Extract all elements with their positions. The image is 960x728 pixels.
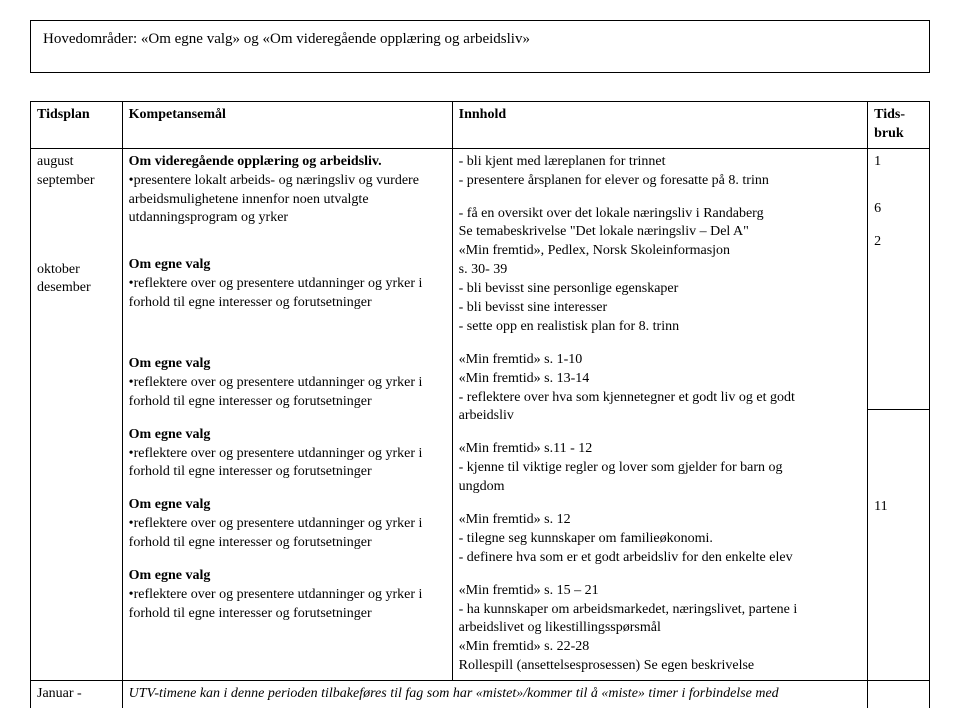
innhold-line: s. 30- 39 [459, 261, 861, 280]
cell-tidsplan: august september oktober desember [31, 148, 123, 680]
cell-tidsbruk-b: 11 [868, 409, 930, 680]
innhold-line: «Min fremtid» s. 1-10 [459, 351, 861, 370]
th-tidsbruk: Tids-bruk [868, 102, 930, 149]
table-header-row: Tidsplan Kompetansemål Innhold Tids-bruk [31, 102, 930, 149]
komp-heading-6: Om egne valg [129, 567, 446, 586]
innhold-line: arbeidsliv [459, 407, 861, 426]
innhold-line: - reflektere over hva som kjennetegner e… [459, 389, 861, 408]
header-box: Hovedområder: «Om egne valg» og «Om vide… [30, 20, 930, 73]
cell-tidsbruk-last [868, 681, 930, 708]
cell-lastspan: UTV-timene kan i denne perioden tilbakef… [122, 681, 867, 708]
komp-bullet-4: •reflektere over og presentere utdanning… [129, 445, 446, 483]
innhold-line: - kjenne til viktige regler og lover som… [459, 459, 861, 478]
th-tidsplan: Tidsplan [31, 102, 123, 149]
innhold-line: «Min fremtid» s. 15 – 21 [459, 582, 861, 601]
last-text: UTV-timene kan i denne perioden tilbakef… [129, 686, 779, 701]
innhold-line: - ha kunnskaper om arbeidsmarkedet, næri… [459, 601, 861, 620]
komp-bullet-6: •reflektere over og presentere utdanning… [129, 586, 446, 624]
tidsbruk-val: 11 [874, 498, 923, 517]
innhold-line: - presentere årsplanen for elever og for… [459, 172, 861, 191]
innhold-line: - bli kjent med læreplanen for trinnet [459, 153, 861, 172]
tidsbruk-val: 2 [874, 233, 923, 252]
innhold-line: «Min fremtid» s.11 - 12 [459, 440, 861, 459]
innhold-line: - bli bevisst sine interesser [459, 299, 861, 318]
cell-innhold: - bli kjent med læreplanen for trinnet -… [452, 148, 867, 680]
tidsbruk-val: 1 [874, 153, 923, 172]
komp-heading-4: Om egne valg [129, 426, 446, 445]
th-innhold: Innhold [452, 102, 867, 149]
innhold-line: - tilegne seg kunnskaper om familieøkono… [459, 530, 861, 549]
komp-heading-1: Om videregående opplæring og arbeidsliv. [129, 153, 446, 172]
tidsbruk-val: 6 [874, 200, 923, 219]
innhold-line: Se temabeskrivelse "Det lokale næringsli… [459, 223, 861, 242]
innhold-line: - definere hva som er et godt arbeidsliv… [459, 549, 861, 568]
komp-heading-5: Om egne valg [129, 496, 446, 515]
cell-tidsbruk: 1 6 2 [868, 148, 930, 409]
komp-bullet-3: •reflektere over og presentere utdanning… [129, 374, 446, 412]
tidsplan-text-1: august september [37, 154, 95, 188]
komp-bullet-1: •presentere lokalt arbeids- og næringsli… [129, 172, 446, 229]
innhold-line: «Min fremtid» s. 12 [459, 511, 861, 530]
header-title: Hovedområder: «Om egne valg» og «Om vide… [43, 31, 917, 48]
innhold-line: - få en oversikt over det lokale nærings… [459, 205, 861, 224]
cell-komp: Om videregående opplæring og arbeidsliv.… [122, 148, 452, 680]
table-row-last: Januar - UTV-timene kan i denne perioden… [31, 681, 930, 708]
komp-heading-3: Om egne valg [129, 355, 446, 374]
innhold-line: Rollespill (ansettelsesprosessen) Se ege… [459, 657, 861, 676]
innhold-line: arbeidslivet og likestillingsspørsmål [459, 619, 861, 638]
komp-bullet-5: •reflektere over og presentere utdanning… [129, 515, 446, 553]
innhold-line: «Min fremtid» s. 22-28 [459, 638, 861, 657]
komp-bullet-2: •reflektere over og presentere utdanning… [129, 275, 446, 313]
cell-tidsplan-last: Januar - [31, 681, 123, 708]
innhold-line: «Min fremtid», Pedlex, Norsk Skoleinform… [459, 242, 861, 261]
tidsplan-text-2: oktober desember [37, 262, 91, 296]
innhold-line: ungdom [459, 478, 861, 497]
plan-table: Tidsplan Kompetansemål Innhold Tids-bruk… [30, 101, 930, 708]
th-kompetansemal: Kompetansemål [122, 102, 452, 149]
innhold-line: - bli bevisst sine personlige egenskaper [459, 280, 861, 299]
innhold-line: - sette opp en realistisk plan for 8. tr… [459, 318, 861, 337]
komp-heading-2: Om egne valg [129, 256, 446, 275]
innhold-line: «Min fremtid» s. 13-14 [459, 370, 861, 389]
table-row: august september oktober desember Om vid… [31, 148, 930, 409]
